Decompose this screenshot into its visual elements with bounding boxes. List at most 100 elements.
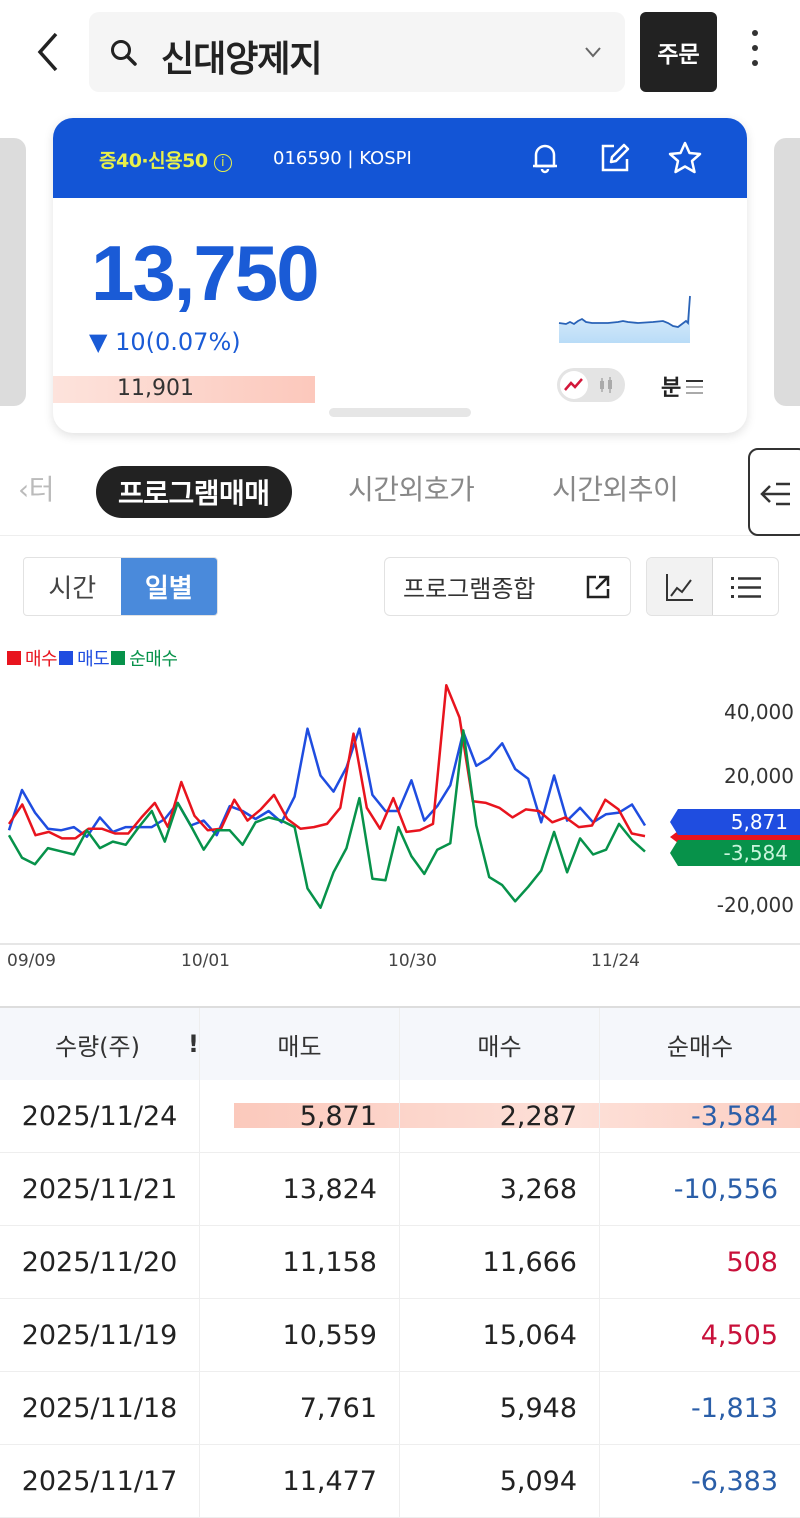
sub-tab-bar: ‹터 프로그램매매 시간외호가 시간외추이	[0, 446, 800, 536]
current-row-highlight	[234, 1103, 800, 1128]
buy-cell: 15,064	[400, 1299, 600, 1371]
menu-lines-icon	[686, 380, 704, 394]
header-quantity-label: 수량(주)	[55, 1032, 140, 1061]
program-trading-line-chart[interactable]	[0, 660, 660, 945]
net-cell: 4,505	[700, 1319, 778, 1351]
view-mode-segmented-control	[646, 557, 779, 616]
volume-value: 11,901	[117, 376, 194, 401]
minute-label: 분	[661, 376, 682, 401]
buy-cell: 2,287	[400, 1080, 600, 1152]
header-sell: 매도	[200, 1008, 400, 1080]
tab-after-hours-trend[interactable]: 시간외추이	[552, 473, 679, 506]
net-cell: 508	[726, 1246, 778, 1278]
tab-menu-button[interactable]	[748, 448, 800, 536]
buy-cell: 11,666	[400, 1226, 600, 1298]
net-legend-swatch	[111, 651, 126, 665]
chart-legend: 매수 매도 순매수	[7, 645, 179, 671]
net-cell: -6,383	[690, 1465, 778, 1497]
prev-card-peek[interactable]	[0, 138, 26, 406]
info-exclamation-icon[interactable]: !	[187, 1030, 199, 1058]
table-row[interactable]: 2025/11/17 11,477 5,094 -6,383	[0, 1445, 800, 1518]
search-value: 신대양제지	[161, 39, 323, 80]
buy-cell: 5,948	[400, 1372, 600, 1444]
buy-cell: 3,268	[400, 1153, 600, 1225]
back-button[interactable]	[30, 28, 66, 76]
buy-legend-swatch	[7, 651, 21, 665]
series-line-1	[7, 727, 647, 839]
program-summary-button[interactable]: 프로그램종합	[384, 557, 631, 616]
date-cell: 2025/11/19	[0, 1299, 200, 1371]
stock-info-card: 증40·신용50 i 016590 | KOSPI 13,750 ▼ 10(0.0…	[53, 118, 747, 433]
margin-rate-text: 증40·신용50	[99, 150, 208, 172]
sell-legend-swatch	[59, 651, 74, 665]
order-button[interactable]: 주문	[640, 12, 717, 92]
net-cell: -1,813	[690, 1392, 778, 1424]
sell-cell: 5,871	[200, 1080, 400, 1152]
star-icon[interactable]	[667, 140, 703, 176]
x-tick: 10/01	[181, 951, 230, 971]
x-tick: 10/30	[388, 951, 437, 971]
net-cell: -10,556	[673, 1173, 778, 1205]
down-arrow-icon: ▼	[89, 328, 108, 356]
header-buy: 매수	[400, 1008, 600, 1080]
sell-cell: 13,824	[200, 1153, 400, 1225]
edit-icon[interactable]	[597, 140, 633, 176]
chevron-down-icon[interactable]	[583, 42, 603, 62]
sell-last-value-tag: 5,871	[670, 809, 800, 835]
buy-cell: 5,094	[400, 1445, 600, 1517]
sell-legend-label: 매도	[77, 649, 110, 670]
buy-legend-label: 매수	[25, 649, 58, 670]
sell-cell: 11,477	[200, 1445, 400, 1517]
x-tick: 11/24	[591, 951, 640, 971]
table-row[interactable]: 2025/11/20 11,158 11,666 508	[0, 1226, 800, 1299]
stock-card-header: 증40·신용50 i 016590 | KOSPI	[53, 118, 747, 198]
table-row[interactable]: 2025/11/21 13,824 3,268 -10,556	[0, 1153, 800, 1226]
card-drag-handle[interactable]	[329, 408, 471, 417]
chart-view-button[interactable]	[647, 558, 713, 615]
date-cell: 2025/11/18	[0, 1372, 200, 1444]
candlestick-icon	[600, 377, 612, 393]
date-cell: 2025/11/17	[0, 1445, 200, 1517]
period-daily-option[interactable]: 일별	[120, 558, 217, 615]
table-row[interactable]: 2025/11/24 5,871 2,287 -3,584	[0, 1080, 800, 1153]
y-tick-20000: 20,000	[724, 764, 794, 788]
list-view-button[interactable]	[713, 558, 778, 615]
stock-code-market: 016590 | KOSPI	[273, 148, 412, 169]
stock-search-input[interactable]: 신대양제지	[89, 12, 625, 92]
tab-cut-off[interactable]: ‹터	[18, 473, 54, 506]
sell-cell: 7,761	[200, 1372, 400, 1444]
tab-after-hours-quote[interactable]: 시간외호가	[348, 473, 475, 506]
top-bar: 신대양제지 주문	[0, 0, 800, 110]
bell-icon[interactable]	[527, 140, 563, 176]
minute-interval-button[interactable]: 분	[661, 370, 705, 402]
collapse-menu-icon	[760, 482, 790, 506]
y-tick-minus-20000: -20,000	[716, 893, 794, 917]
tab-program-trading[interactable]: 프로그램매매	[96, 466, 292, 518]
sell-cell: 11,158	[200, 1226, 400, 1298]
more-menu-icon[interactable]	[745, 30, 765, 74]
x-tick: 09/09	[7, 951, 56, 971]
series-line-0	[7, 683, 646, 840]
program-summary-label: 프로그램종합	[403, 575, 536, 603]
next-card-peek[interactable]	[774, 138, 800, 406]
change-value: 10(0.07%)	[115, 328, 241, 356]
info-icon[interactable]: i	[213, 154, 232, 172]
chevron-left-icon	[37, 32, 58, 72]
volume-bar: 11,901	[53, 376, 315, 403]
period-segmented-control: 시간 일별	[23, 557, 218, 616]
table-row[interactable]: 2025/11/18 7,761 5,948 -1,813	[0, 1372, 800, 1445]
table-row[interactable]: 2025/11/19 10,559 15,064 4,505	[0, 1299, 800, 1372]
header-net: 순매수	[666, 1032, 734, 1061]
period-time-option[interactable]: 시간	[48, 574, 97, 604]
date-cell: 2025/11/24	[0, 1080, 200, 1152]
external-link-icon	[586, 575, 610, 599]
current-price: 13,750	[91, 229, 320, 317]
search-icon	[111, 40, 137, 66]
sell-cell: 10,559	[200, 1299, 400, 1371]
y-tick-40000: 40,000	[724, 700, 794, 724]
intraday-mini-chart[interactable]	[558, 293, 693, 343]
chart-type-toggle[interactable]	[557, 368, 625, 402]
net-legend-label: 순매수	[129, 649, 178, 670]
list-icon	[730, 576, 761, 598]
date-cell: 2025/11/20	[0, 1226, 200, 1298]
